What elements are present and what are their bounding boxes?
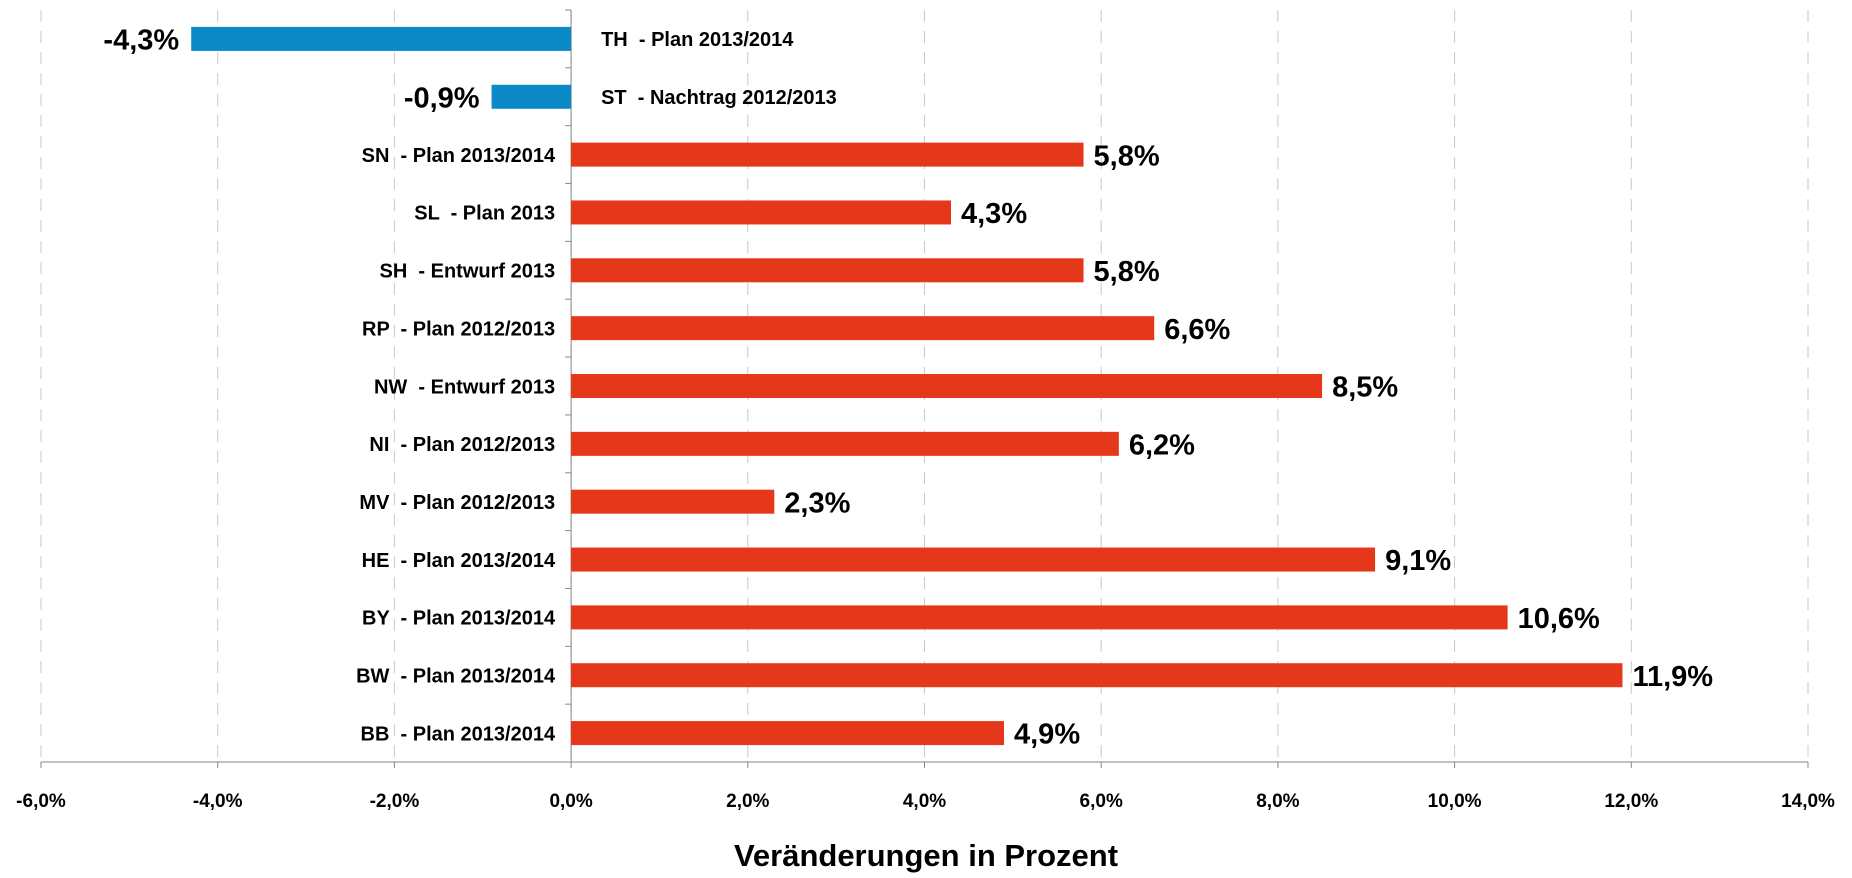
- category-label: SN - Plan 2013/2014: [362, 145, 556, 167]
- value-label: -4,3%: [103, 25, 179, 57]
- value-label: -0,9%: [404, 82, 480, 114]
- category-label: BB - Plan 2013/2014: [361, 723, 556, 745]
- value-label: 5,8%: [1094, 140, 1160, 172]
- bar: [571, 605, 1508, 630]
- category-label: TH - Plan 2013/2014: [601, 29, 794, 51]
- value-label: 2,3%: [784, 487, 850, 519]
- bar: [571, 374, 1323, 398]
- category-label: NW - Entwurf 2013: [374, 376, 555, 398]
- category-label: NI - Plan 2012/2013: [369, 434, 555, 456]
- value-label: 5,8%: [1094, 256, 1160, 288]
- bar: [571, 547, 1376, 572]
- value-label: 8,5%: [1332, 372, 1398, 404]
- x-tick-label: 6,0%: [1080, 791, 1123, 812]
- bar: [571, 258, 1084, 283]
- bar: [571, 489, 775, 514]
- bar: [571, 663, 1623, 688]
- value-label: 6,2%: [1129, 430, 1195, 462]
- category-label: ST - Nachtrag 2012/2013: [601, 87, 837, 109]
- category-label: MV - Plan 2012/2013: [359, 492, 555, 514]
- x-tick-label: -2,0%: [370, 791, 420, 812]
- x-tick-label: 12,0%: [1604, 791, 1658, 812]
- value-label: 4,3%: [961, 198, 1027, 230]
- bar: [571, 200, 952, 225]
- bar: [571, 721, 1005, 746]
- x-tick-label: 0,0%: [549, 791, 592, 812]
- x-tick-label: -6,0%: [16, 791, 66, 812]
- bar: [571, 431, 1119, 456]
- category-label: HE - Plan 2013/2014: [362, 550, 556, 572]
- bar: [571, 316, 1155, 341]
- value-label: 11,9%: [1632, 661, 1713, 693]
- x-tick-label: 10,0%: [1428, 791, 1482, 812]
- x-tick-label: 4,0%: [903, 791, 946, 812]
- category-label: RP - Plan 2012/2013: [362, 318, 555, 340]
- bar: [571, 142, 1084, 167]
- category-label: BW - Plan 2013/2014: [356, 666, 556, 688]
- value-label: 9,1%: [1385, 545, 1451, 577]
- x-tick-label: 14,0%: [1781, 791, 1835, 812]
- value-label: 10,6%: [1518, 603, 1600, 635]
- category-label: SH - Entwurf 2013: [379, 261, 555, 283]
- bar: [191, 26, 572, 51]
- category-label: SL - Plan 2013: [414, 203, 555, 225]
- value-label: 6,6%: [1164, 314, 1230, 346]
- x-tick-label: -4,0%: [193, 791, 243, 812]
- category-label: BY - Plan 2013/2014: [362, 608, 556, 630]
- x-tick-label: 2,0%: [726, 791, 769, 812]
- value-label: 4,9%: [1014, 719, 1080, 751]
- bar: [491, 84, 572, 109]
- x-axis-title: Veränderungen in Prozent: [734, 838, 1118, 873]
- x-tick-label: 8,0%: [1256, 791, 1299, 812]
